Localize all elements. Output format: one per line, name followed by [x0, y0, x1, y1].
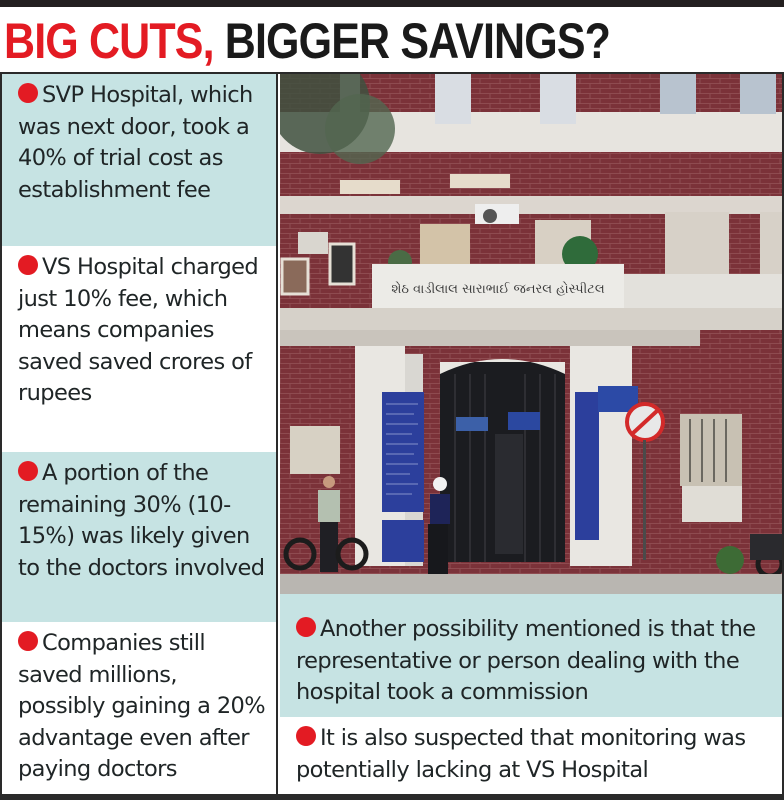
- bullet-dot-icon: [18, 255, 38, 275]
- infographic-frame: SVP Hospital, which was next door, took …: [0, 72, 784, 800]
- bottom-right-panels: Another possibility mentioned is that th…: [280, 602, 782, 794]
- left-column: SVP Hospital, which was next door, took …: [2, 74, 278, 794]
- bullet-dot-icon: [296, 617, 316, 637]
- bullet-dot-icon: [296, 726, 316, 746]
- fact-panel-companies-saved: Companies still saved millions, possibly…: [2, 622, 276, 794]
- bullet-dot-icon: [18, 461, 38, 481]
- fact-text: SVP Hospital, which was next door, took …: [18, 82, 253, 203]
- fact-panel-doctors-share: A portion of the remaining 30% (10-15%) …: [2, 452, 276, 622]
- hospital-photo: શેઠ વાડીલાલ સારાભાઈ જનરલ હોસ્પીટલ: [280, 74, 782, 602]
- bullet-dot-icon: [18, 631, 38, 651]
- hospital-building-image: શેઠ વાડીલાલ સારાભાઈ જનરલ હોસ્પીટલ: [280, 74, 782, 602]
- fact-text: A portion of the remaining 30% (10-15%) …: [18, 460, 265, 581]
- bullet-dot-icon: [18, 83, 38, 103]
- headline: BIG CUTS, BIGGER SAVINGS?: [4, 10, 675, 72]
- fact-text: Companies still saved millions, possibly…: [18, 630, 266, 782]
- top-rule: [0, 0, 784, 7]
- fact-panel-monitoring: It is also suspected that monitoring was…: [280, 717, 782, 794]
- hospital-sign-text: શેઠ વાડીલાલ સારાભાઈ જનરલ હોસ્પીટલ: [391, 281, 605, 297]
- fact-text: VS Hospital charged just 10% fee, which …: [18, 254, 259, 406]
- fact-text: Another possibility mentioned is that th…: [296, 616, 756, 705]
- fact-panel-svp-fee: SVP Hospital, which was next door, took …: [2, 74, 276, 246]
- headline-black: BIGGER SAVINGS?: [224, 13, 611, 69]
- fact-panel-vs-fee: VS Hospital charged just 10% fee, which …: [2, 246, 276, 452]
- headline-red: BIG CUTS,: [4, 13, 215, 69]
- fact-text: It is also suspected that monitoring was…: [296, 725, 746, 783]
- fact-panel-commission: Another possibility mentioned is that th…: [280, 602, 782, 717]
